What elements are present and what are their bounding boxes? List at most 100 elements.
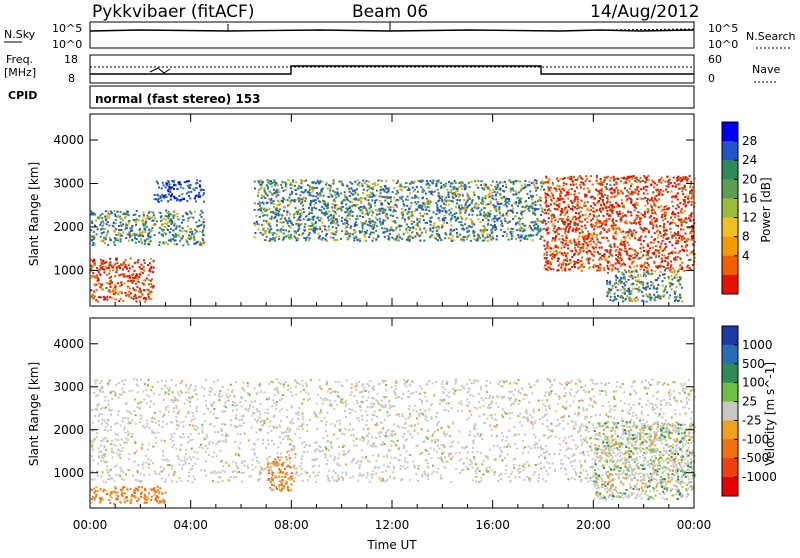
data-cell	[112, 269, 114, 271]
data-cell	[677, 234, 679, 236]
data-cell	[438, 227, 440, 229]
data-cell	[131, 225, 133, 227]
data-cell	[148, 238, 150, 240]
data-cell	[413, 221, 415, 223]
data-cell	[126, 268, 128, 270]
data-cell	[366, 230, 368, 232]
data-cell	[307, 225, 309, 227]
data-cell	[674, 247, 676, 249]
data-cell	[662, 280, 664, 282]
data-cell	[614, 267, 616, 269]
data-cell	[152, 271, 154, 273]
data-cell	[479, 211, 481, 213]
data-cell	[352, 211, 354, 213]
data-cell	[621, 256, 623, 258]
data-cell	[194, 198, 196, 200]
data-cell	[444, 207, 446, 209]
data-cell	[371, 196, 373, 198]
data-cell	[360, 200, 362, 202]
data-cell	[562, 228, 564, 230]
data-cell	[254, 209, 256, 211]
data-cell	[127, 489, 129, 491]
data-cell	[158, 493, 160, 495]
data-cell	[338, 208, 340, 210]
data-cell	[371, 240, 373, 242]
data-cell	[600, 222, 602, 224]
data-cell	[297, 223, 299, 225]
data-cell	[469, 204, 471, 206]
data-cell	[104, 242, 106, 244]
data-cell	[554, 254, 556, 256]
data-cell	[580, 251, 582, 253]
data-cell	[495, 226, 497, 228]
data-cell	[620, 180, 622, 182]
data-cell	[450, 220, 452, 222]
data-cell	[609, 292, 611, 294]
nsearch-tick-high: 10^5	[708, 22, 738, 35]
data-cell	[167, 221, 169, 223]
data-cell	[261, 181, 263, 183]
data-cell	[582, 243, 584, 245]
data-cell	[266, 236, 268, 238]
data-cell	[603, 267, 605, 269]
data-cell	[301, 234, 303, 236]
data-cell	[691, 251, 693, 253]
data-cell	[556, 208, 558, 210]
data-cell	[299, 213, 301, 215]
data-cell	[114, 286, 116, 288]
data-cell	[691, 229, 693, 231]
data-cell	[330, 237, 332, 239]
data-cell	[539, 204, 541, 206]
data-cell	[289, 213, 291, 215]
data-cell	[596, 216, 598, 218]
data-cell	[416, 218, 418, 220]
data-cell	[318, 237, 320, 239]
data-cell	[662, 285, 664, 287]
data-cell	[485, 197, 487, 199]
data-cell	[120, 240, 122, 242]
data-cell	[533, 225, 535, 227]
data-cell	[603, 204, 605, 206]
data-cell	[489, 196, 491, 198]
data-cell	[599, 257, 601, 259]
data-cell	[561, 192, 563, 194]
data-cell	[168, 186, 170, 188]
data-cell	[543, 245, 545, 247]
data-cell	[574, 266, 576, 268]
data-cell	[383, 464, 385, 466]
data-cell	[194, 232, 196, 234]
data-cell	[640, 227, 642, 229]
data-cell	[321, 231, 323, 233]
data-cell	[621, 277, 623, 279]
data-cell	[254, 202, 256, 204]
data-cell	[594, 204, 596, 206]
data-cell	[546, 254, 548, 256]
data-cell	[195, 201, 197, 203]
data-cell	[524, 229, 526, 231]
data-cell	[504, 200, 506, 202]
data-cell	[98, 271, 100, 273]
data-cell	[674, 293, 676, 295]
data-cell	[410, 205, 412, 207]
data-cell	[677, 204, 679, 206]
data-cell	[616, 195, 618, 197]
data-cell	[379, 210, 381, 212]
data-cell	[121, 492, 123, 494]
data-cell	[381, 227, 383, 229]
data-cell	[151, 220, 153, 222]
data-cell	[646, 200, 648, 202]
data-cell	[135, 289, 137, 291]
data-cell	[366, 194, 368, 196]
data-cell	[119, 501, 121, 503]
data-cell	[357, 194, 359, 196]
data-cell	[135, 497, 137, 499]
data-cell	[175, 184, 177, 186]
data-cell	[536, 180, 538, 182]
data-cell	[629, 238, 631, 240]
data-cell	[588, 215, 590, 217]
data-cell	[518, 217, 520, 219]
data-cell	[666, 205, 668, 207]
data-cell	[596, 177, 598, 179]
data-cell	[628, 279, 630, 281]
data-cell	[533, 184, 535, 186]
